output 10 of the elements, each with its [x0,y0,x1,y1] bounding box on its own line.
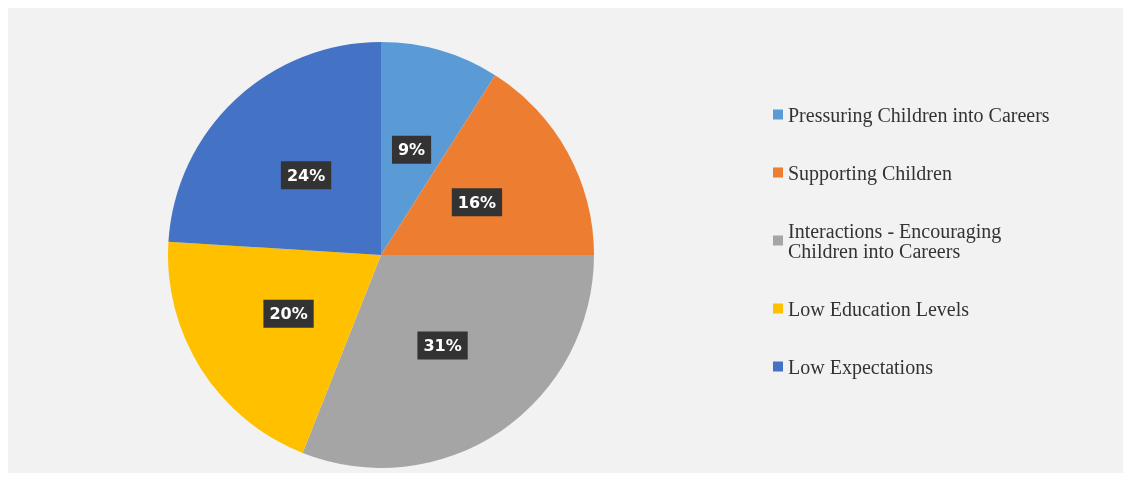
data-label: 9% [397,140,426,160]
legend-label: Pressuring Children into Careers [788,103,1050,127]
data-label: 31% [423,336,462,356]
legend-label: Low Expectations [788,355,934,379]
data-label: 24% [286,165,326,185]
legend-label: Low Education Levels [788,297,970,320]
data-label: 20% [269,304,308,324]
legend-label: Supporting Children [788,161,952,185]
data-label: 16% [457,192,497,212]
legend-label: Interactions - Encouraging Children into Careers [788,219,1007,262]
